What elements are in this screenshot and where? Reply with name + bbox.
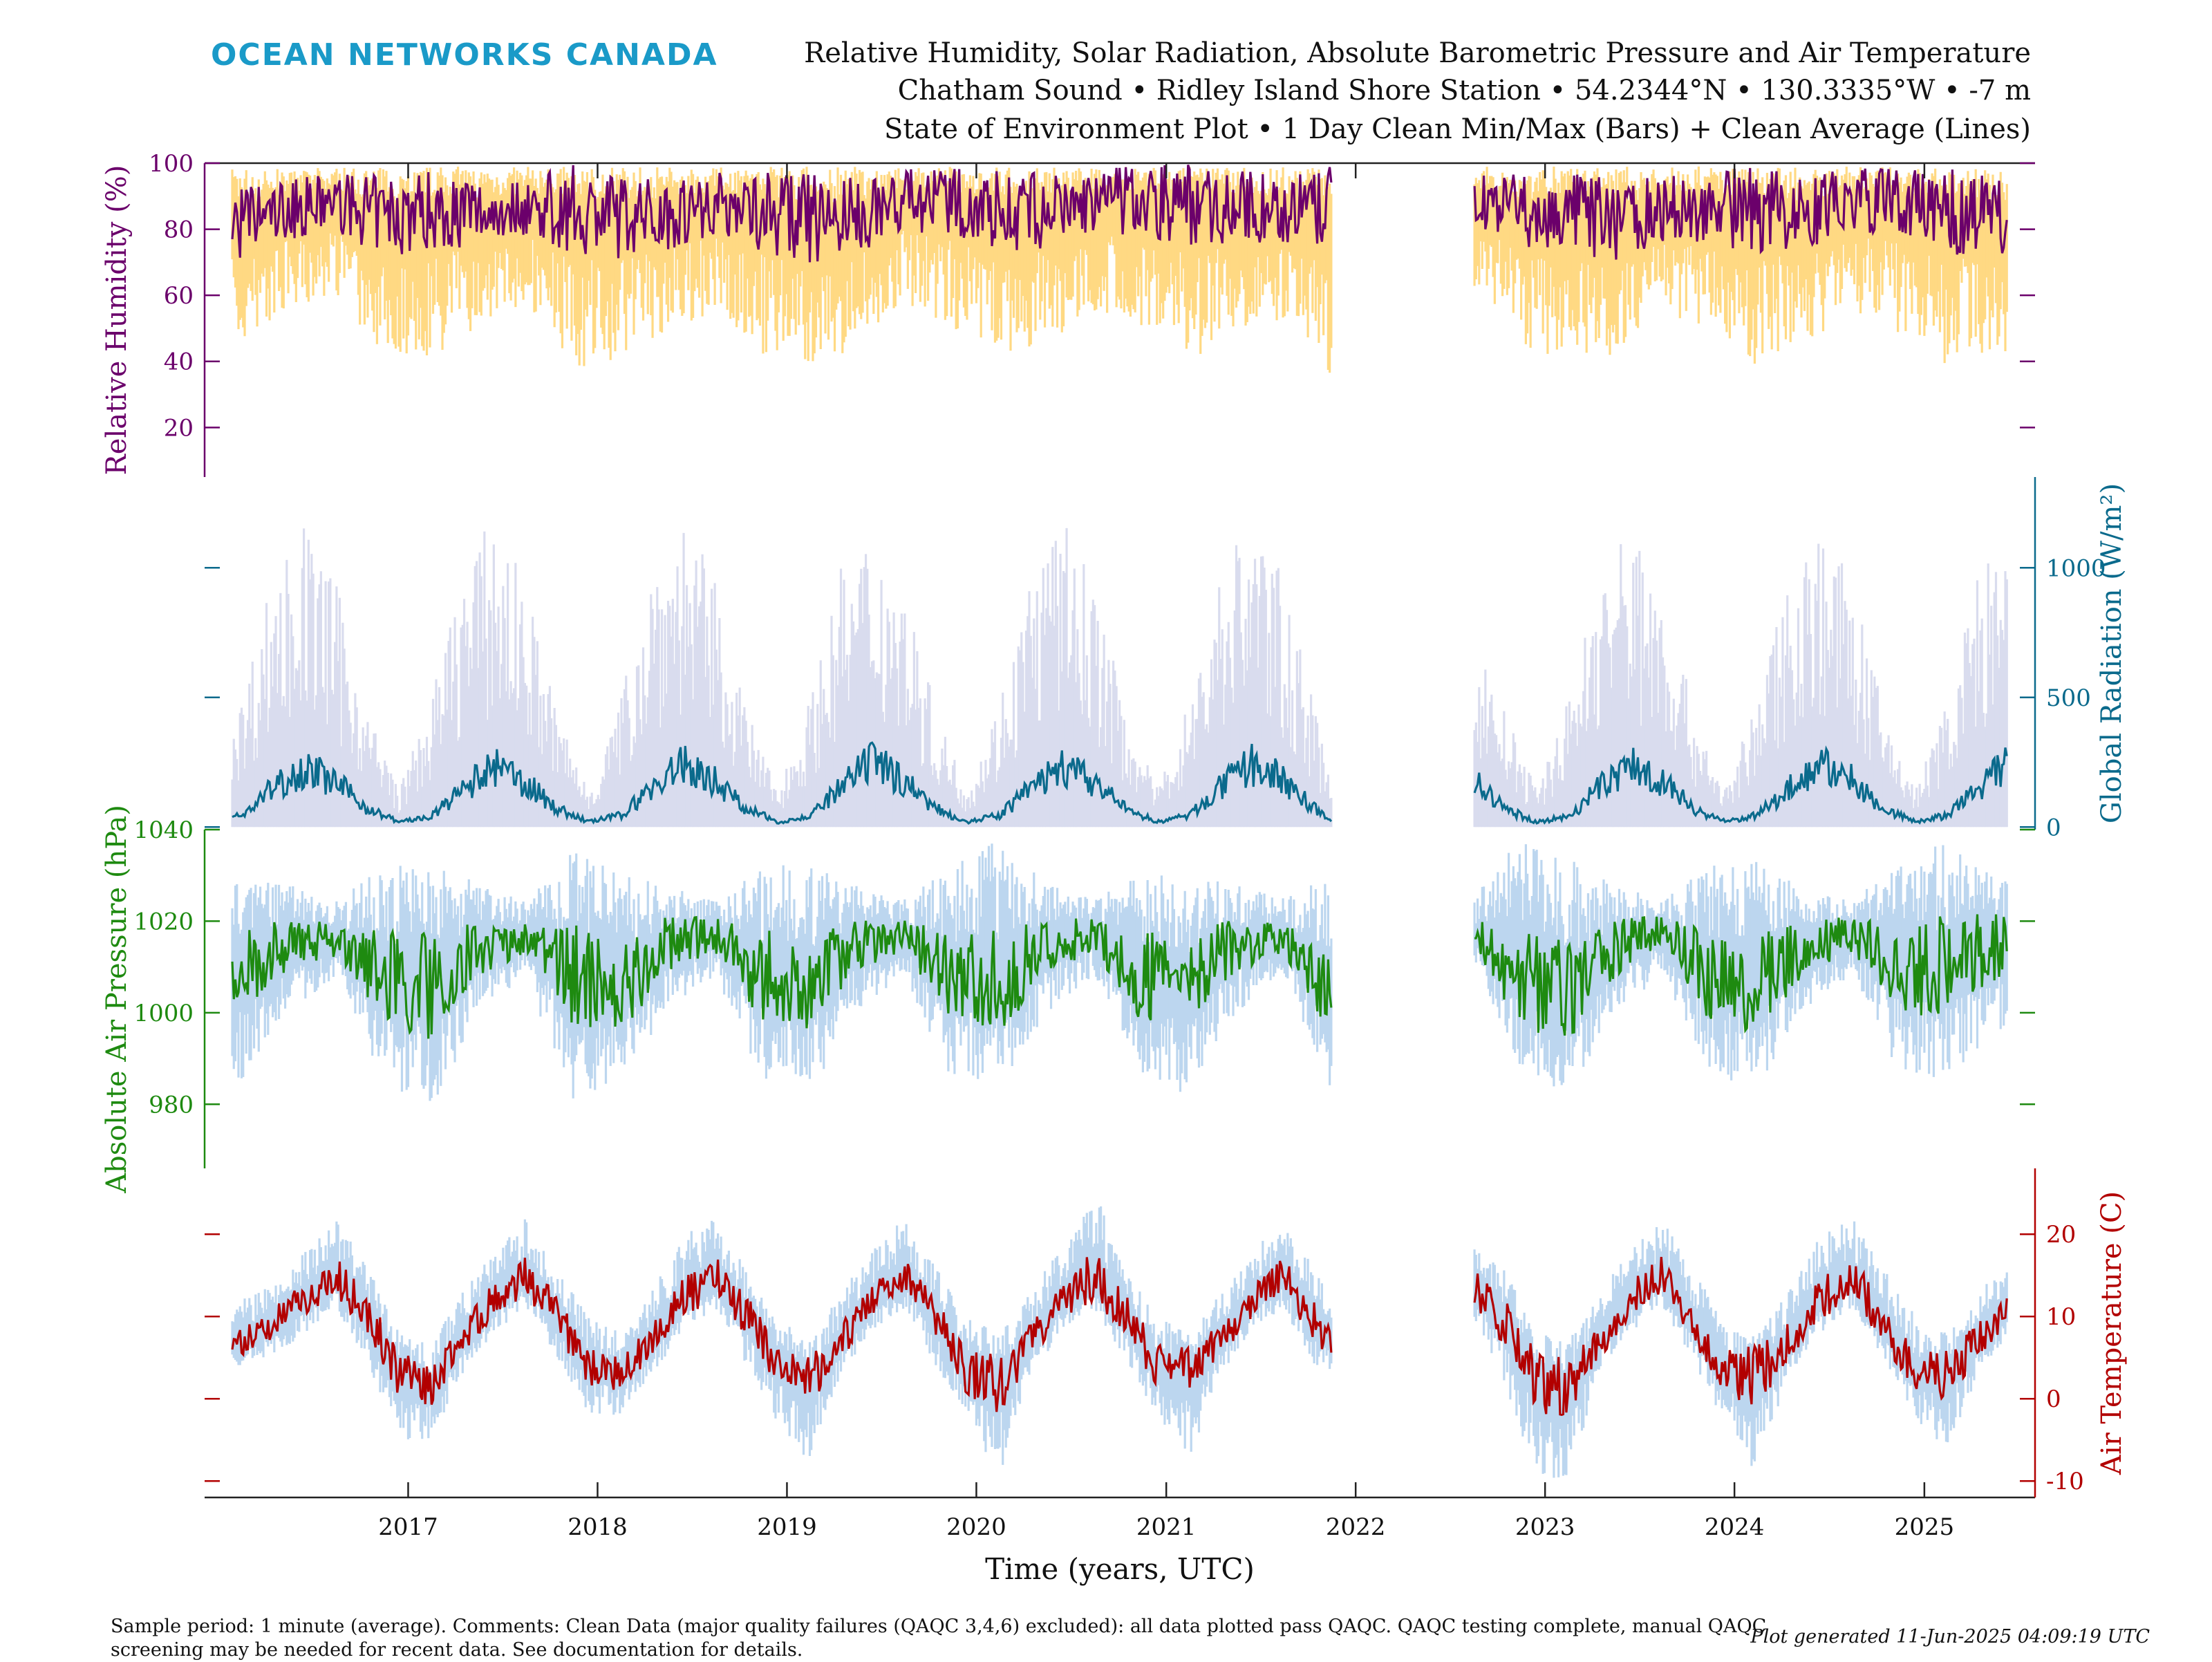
average-line-3 (231, 1256, 2008, 1417)
average-line-path (231, 1256, 2008, 1417)
y-axis-label: Absolute Air Pressure (hPa) (101, 805, 133, 1194)
footer-note: Sample period: 1 minute (average). Comme… (111, 1616, 1767, 1661)
brand-logo-text: OCEAN NETWORKS CANADA (211, 37, 718, 73)
min-max-bars-1 (231, 527, 2008, 828)
y-tick-label: 20 (164, 414, 194, 442)
x-tick-label: 2019 (757, 1513, 817, 1541)
x-tick-label: 2022 (1326, 1513, 1386, 1541)
x-tick-label: 2025 (1895, 1513, 1955, 1541)
chart-title: Relative Humidity, Solar Radiation, Abso… (804, 37, 2031, 69)
chart-subtitle-location: Chatham Sound • Ridley Island Shore Stat… (897, 75, 2031, 106)
y-axis-label: Air Temperature (C) (2096, 1191, 2128, 1475)
average-line-2 (231, 914, 2008, 1039)
y-tick-label: 1000 (133, 1000, 194, 1027)
chart-subtitle-method: State of Environment Plot • 1 Day Clean … (883, 113, 2031, 145)
y-axis-label: Relative Humidity (%) (101, 165, 133, 476)
x-tick-label: 2021 (1136, 1513, 1197, 1541)
average-line-1 (232, 741, 2008, 825)
x-tick-label: 2023 (1515, 1513, 1575, 1541)
y-tick-label: 980 (149, 1091, 194, 1119)
y-tick-label: -10 (2046, 1468, 2084, 1495)
y-tick-label: 100 (149, 150, 194, 178)
y-tick-label: 500 (2046, 684, 2091, 712)
y-tick-label: 10 (2046, 1303, 2076, 1331)
average-line-path (232, 741, 2008, 825)
y-tick-label: 0 (2046, 1385, 2061, 1413)
y-tick-label: 80 (164, 216, 194, 244)
x-tick-label: 2017 (378, 1513, 438, 1541)
average-line-0 (231, 164, 2008, 263)
y-tick-label: 1020 (133, 908, 194, 935)
average-line-path (231, 164, 2008, 263)
generated-timestamp: Plot generated 11-Jun-2025 04:09:19 UTC (1750, 1626, 2150, 1647)
x-axis-label: Time (years, UTC) (985, 1552, 1255, 1586)
y-tick-label: 20 (2046, 1221, 2076, 1249)
min-max-bars-3 (231, 1206, 2008, 1478)
x-tick-label: 2024 (1705, 1513, 1765, 1541)
y-tick-label: 1000 (2046, 554, 2106, 582)
x-tick-label: 2020 (946, 1513, 1006, 1541)
y-tick-label: 40 (164, 348, 194, 376)
y-tick-label: 1040 (133, 816, 194, 844)
x-tick-label: 2018 (568, 1513, 628, 1541)
y-tick-label: 0 (2046, 814, 2061, 841)
y-axis-label: Global Radiation (W/m²) (2096, 483, 2128, 823)
average-line-path (231, 914, 2008, 1039)
y-tick-label: 60 (164, 282, 194, 310)
